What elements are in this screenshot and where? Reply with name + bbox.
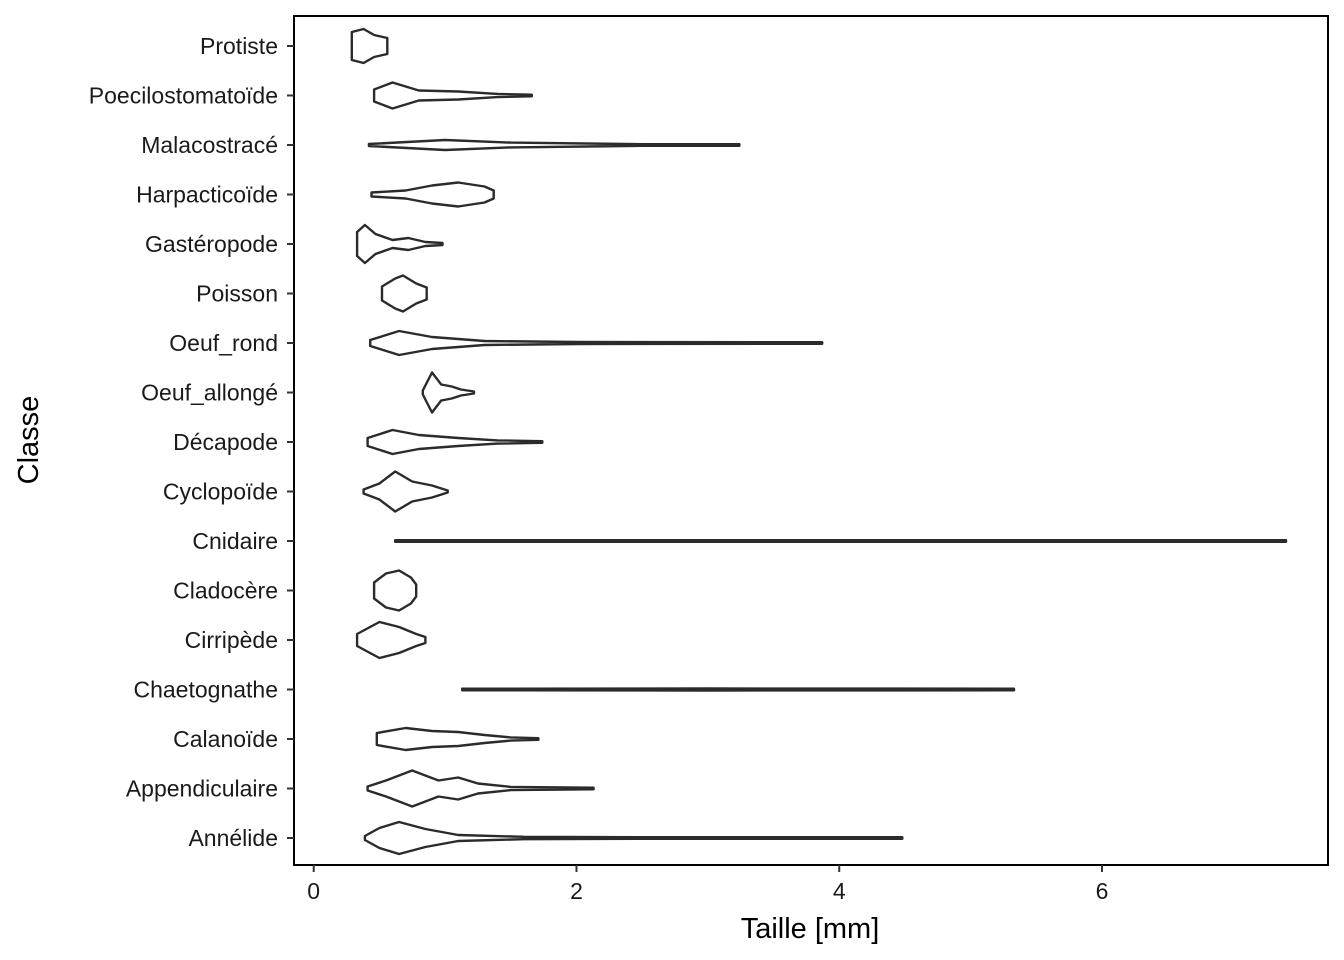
y-tick-label-harpacticoide: Harpacticoïde (136, 182, 278, 208)
violin-poisson (380, 274, 428, 313)
y-tick-label-cnidaire: Cnidaire (192, 528, 278, 554)
violin-cnidaire (394, 539, 1288, 543)
violins-group (350, 27, 1288, 856)
y-tick-label-annelide: Annélide (188, 825, 278, 851)
x-tick-label-6: 6 (1096, 878, 1109, 904)
y-axis: Annélide Appendiculaire Calanoïde Chaetogna… (89, 33, 294, 851)
panel-border (293, 15, 1329, 866)
violin-oeuf-allonge (421, 371, 476, 414)
violin-cirripede (355, 620, 427, 660)
violin-cyclopoide (362, 470, 449, 513)
y-tick-label-oeuf-rond: Oeuf_rond (169, 330, 278, 356)
x-axis: 0 2 4 6 (307, 865, 1108, 904)
y-tick-label-calanoide: Calanoïde (173, 726, 278, 752)
y-tick-label-cladocere: Cladocère (173, 578, 278, 604)
x-tick-label-2: 2 (570, 878, 583, 904)
x-axis-title: Taille [mm] (741, 913, 880, 945)
y-tick-label-chaetognathe: Chaetognathe (133, 677, 278, 703)
violin-protiste (350, 27, 389, 65)
violin-oeuf-rond (369, 329, 824, 357)
violin-gasteropode (355, 223, 444, 265)
y-tick-label-decapode: Décapode (173, 429, 278, 455)
x-tick-label-4: 4 (833, 878, 846, 904)
violin-calanoide (375, 726, 540, 752)
y-tick-label-cirripede: Cirripède (185, 627, 278, 653)
y-tick-label-malacostrace: Malacostracé (141, 132, 278, 158)
y-tick-label-oeuf-allonge: Oeuf_allongé (141, 380, 278, 406)
y-tick-label-protiste: Protiste (200, 33, 278, 59)
x-tick-label-0: 0 (307, 878, 320, 904)
y-tick-label-gasteropode: Gastéropode (145, 231, 278, 257)
violin-cladocere (372, 569, 418, 612)
violin-annelide (363, 820, 904, 856)
y-tick-label-cyclopoide: Cyclopoïde (163, 479, 278, 505)
violin-malacostrace (367, 138, 741, 152)
y-tick-label-poecilostomatoide: Poecilostomatoïde (89, 83, 278, 109)
violin-appendiculaire (366, 769, 595, 808)
violin-poecilostomatoide (372, 81, 533, 110)
violin-chaetognathe (461, 687, 1016, 692)
violin-decapode (366, 428, 544, 456)
violin-harpacticoide (370, 181, 495, 208)
y-tick-label-appendiculaire: Appendiculaire (126, 776, 278, 802)
y-tick-label-poisson: Poisson (196, 281, 278, 307)
y-axis-title: Classe (13, 396, 45, 485)
